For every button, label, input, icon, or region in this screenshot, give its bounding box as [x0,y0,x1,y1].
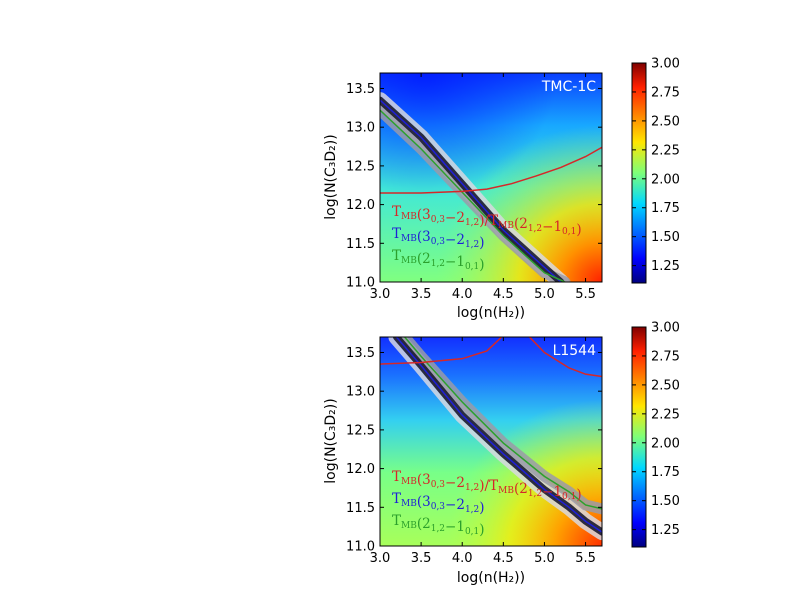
colorbar: 1.25 1.50 1.75 2.00 2.25 2.50 2.75 3.00 [631,321,680,548]
y-tick-label: 11.5 [346,237,375,252]
series-line [404,337,602,510]
x-tick-label: 4.0 [452,551,473,566]
colorbar-tick-label: 2.75 [651,85,680,100]
y-tick-label: 12.0 [346,462,375,477]
legend-entry: TMB(30,3−21,2)/TMB(21,2−10,1) [392,204,582,238]
y-tick-label: 11.0 [346,276,375,291]
series-line [395,337,602,533]
y-axis: 11.0 11.5 12.0 12.5 13.0 13.5 [346,82,602,291]
x-tick-label: 3.0 [370,551,391,566]
y-tick-label: 13.0 [346,121,375,136]
heatmap-bottom [380,337,602,546]
x-tick-label: 4.5 [493,287,514,302]
heatmap-top [380,73,602,282]
x-tick-label: 5.0 [534,551,555,566]
legend-entry: TMB(30,3−21,2)/TMB(21,2−10,1) [392,469,582,503]
x-tick-label: 3.5 [411,287,432,302]
x-tick-label: 4.5 [493,551,514,566]
series-line [380,337,602,378]
series-lines [380,99,602,282]
series-line [380,99,562,282]
y-tick-label: 11.0 [346,540,375,555]
colorbar-tick-label: 2.00 [651,172,680,187]
y-tick-label: 13.0 [346,385,375,400]
colorbar-tick-label: 2.75 [651,349,680,364]
y-tick-label: 13.5 [346,82,375,97]
series-line [380,109,566,282]
legend: TMB(30,3−21,2)/TMB(21,2−10,1)TMB(30,3−21… [392,469,582,538]
x-tick-label: 4.0 [452,287,473,302]
colorbar-tick-label: 1.25 [651,523,680,538]
panel-label: TMC-1C [541,79,596,95]
colorbar-tick-label: 1.75 [651,201,680,216]
legend-entry: TMB(30,3−21,2) [392,491,485,516]
y-axis-label: log(N(C₃D₂)) [323,398,339,483]
y-axis-label: log(N(C₃D₂)) [323,134,339,219]
x-axis: 3.0 3.5 4.0 4.5 5.0 5.5 [370,73,596,302]
panel-top: 3.0 3.5 4.0 4.5 5.0 5.5 11.011.512.012.513.01… [323,57,680,322]
panel-bottom: 3.0 3.5 4.0 4.5 5.0 5.5 11.011.512.012.513.01… [323,321,680,587]
y-tick-label: 12.5 [346,423,375,438]
colorbar-tick-label: 2.50 [651,378,680,393]
colorbar-tick-label: 3.00 [651,57,680,72]
y-tick-label: 11.5 [346,501,375,516]
y-tick-label: 13.5 [346,346,375,361]
colorbar-tick-label: 3.00 [651,321,680,336]
colorbar-tick-label: 2.00 [651,436,680,451]
y-axis: 11.0 11.5 12.0 12.5 13.0 13.5 [346,346,602,555]
series-line [380,146,602,194]
colorbar: 1.25 1.50 1.75 2.00 2.25 2.50 2.75 3.00 [631,57,680,284]
series-lines [380,337,602,533]
y-tick-label: 12.0 [346,198,375,213]
x-axis: 3.0 3.5 4.0 4.5 5.0 5.5 [370,337,596,566]
colorbar-tick-label: 2.25 [651,143,680,158]
colorbar-tick-label: 1.50 [651,230,680,245]
x-tick-label: 5.5 [575,551,596,566]
colorbar-tick-label: 1.50 [651,494,680,509]
colorbar-tick-label: 1.75 [651,465,680,480]
colorbar-tick-label: 2.50 [651,114,680,129]
colorbar-tick-label: 2.25 [651,407,680,422]
x-tick-label: 3.0 [370,287,391,302]
plot-frame [379,72,603,283]
x-tick-label: 3.5 [411,551,432,566]
x-tick-label: 5.0 [534,287,555,302]
legend-entry: TMB(30,3−21,2) [392,226,485,251]
panel-label: L1544 [553,343,597,359]
plot-frame [379,336,603,547]
x-axis-label: log(n(H₂)) [457,570,525,586]
x-axis-label: log(n(H₂)) [457,305,525,321]
colorbar-tick-label: 1.25 [651,259,680,274]
y-tick-label: 12.5 [346,159,375,174]
legend-entry: TMB(21,2−10,1) [392,248,485,273]
x-tick-label: 5.5 [575,287,596,302]
legend-entry: TMB(21,2−10,1) [392,513,485,538]
legend: TMB(30,3−21,2)/TMB(21,2−10,1)TMB(30,3−21… [392,204,582,273]
